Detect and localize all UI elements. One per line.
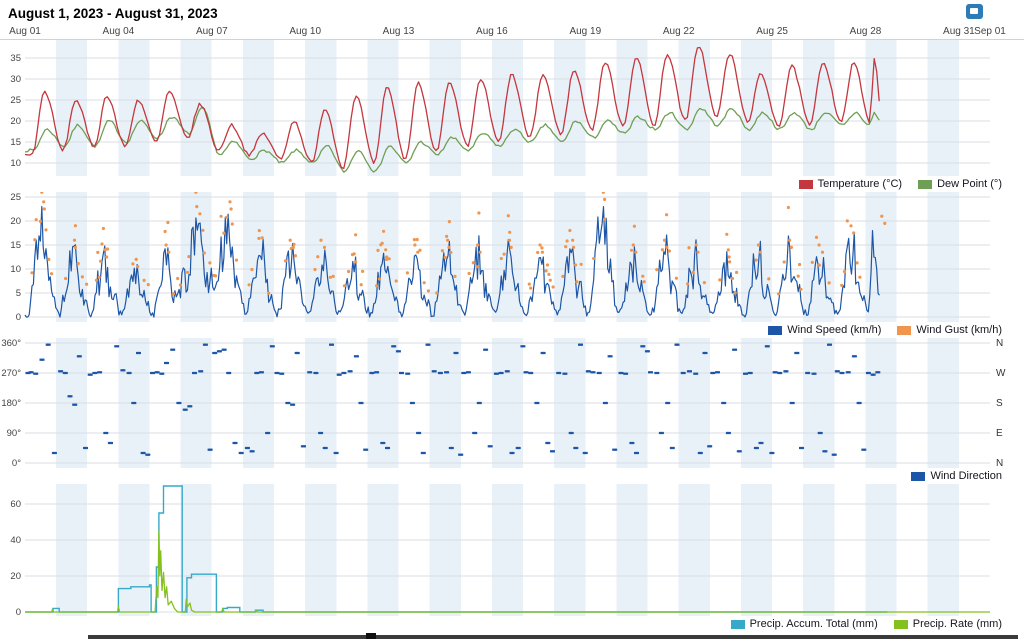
svg-text:180°: 180° bbox=[1, 398, 21, 409]
legend-swatch bbox=[730, 619, 745, 629]
legend-label: Wind Direction bbox=[930, 470, 1002, 482]
svg-text:30: 30 bbox=[10, 74, 21, 85]
legend-swatch bbox=[798, 179, 813, 189]
date-label: Aug 10 bbox=[289, 26, 322, 37]
footer-bar bbox=[88, 635, 1018, 639]
legend-swatch bbox=[768, 325, 783, 335]
legend-label: Temperature (°C) bbox=[817, 178, 903, 190]
legend-item: Wind Gust (km/h) bbox=[897, 324, 1002, 336]
temperature-legend: Temperature (°C) Dew Point (°) bbox=[0, 176, 1024, 192]
date-label: Aug 01 bbox=[9, 26, 41, 37]
svg-text:15: 15 bbox=[10, 137, 21, 148]
legend-swatch bbox=[893, 619, 908, 629]
precip-legend: Precip. Accum. Total (mm) Precip. Rate (m… bbox=[0, 616, 1024, 632]
svg-text:0: 0 bbox=[16, 312, 21, 322]
legend-label: Wind Gust (km/h) bbox=[916, 324, 1002, 336]
legend-label: Wind Speed (km/h) bbox=[787, 324, 882, 336]
svg-text:360°: 360° bbox=[1, 338, 21, 349]
header: August 1, 2023 - August 31, 2023 bbox=[0, 0, 1024, 24]
date-label: Sep 01 bbox=[974, 26, 1006, 37]
legend-item: Temperature (°C) bbox=[798, 178, 903, 190]
svg-text:20: 20 bbox=[10, 216, 21, 227]
svg-text:40: 40 bbox=[10, 535, 21, 546]
legend-label: Dew Point (°) bbox=[937, 178, 1002, 190]
svg-text:60: 60 bbox=[10, 499, 21, 510]
svg-text:10: 10 bbox=[10, 264, 21, 275]
date-label: Aug 22 bbox=[662, 26, 695, 37]
chart-widget-icon[interactable] bbox=[966, 4, 983, 19]
legend-item: Wind Speed (km/h) bbox=[768, 324, 881, 336]
svg-text:20: 20 bbox=[10, 571, 21, 582]
page-title: August 1, 2023 - August 31, 2023 bbox=[8, 6, 218, 21]
date-label: Aug 31 bbox=[943, 26, 975, 37]
precip-chart[interactable]: 60 40 20 0 bbox=[0, 484, 1024, 616]
svg-text:15: 15 bbox=[10, 240, 21, 251]
date-label: Aug 16 bbox=[476, 26, 508, 37]
svg-text:5: 5 bbox=[16, 288, 21, 299]
wind-legend: Wind Speed (km/h) Wind Gust (km/h) bbox=[0, 322, 1024, 338]
svg-text:25: 25 bbox=[10, 95, 21, 106]
svg-text:10: 10 bbox=[10, 158, 21, 169]
legend-item: Precip. Accum. Total (mm) bbox=[730, 618, 878, 630]
footer-square bbox=[366, 633, 376, 639]
svg-text:0°: 0° bbox=[12, 458, 21, 468]
legend-item: Dew Point (°) bbox=[918, 178, 1002, 190]
date-label: Aug 04 bbox=[102, 26, 135, 37]
svg-text:W: W bbox=[996, 368, 1006, 379]
legend-item: Precip. Rate (mm) bbox=[893, 618, 1002, 630]
svg-text:N: N bbox=[996, 338, 1003, 349]
wind-direction-legend: Wind Direction bbox=[0, 468, 1024, 484]
date-label: Aug 07 bbox=[195, 26, 228, 37]
legend-label: Precip. Rate (mm) bbox=[912, 618, 1002, 630]
svg-text:20: 20 bbox=[10, 116, 21, 127]
date-label: Aug 13 bbox=[382, 26, 415, 37]
svg-text:E: E bbox=[996, 428, 1003, 439]
svg-text:S: S bbox=[996, 398, 1003, 409]
date-label: Aug 28 bbox=[849, 26, 882, 37]
legend-label: Precip. Accum. Total (mm) bbox=[749, 618, 878, 630]
legend-swatch bbox=[911, 471, 926, 481]
date-label: Aug 25 bbox=[756, 26, 788, 37]
temperature-chart[interactable]: 35 30 25 20 15 10 bbox=[0, 40, 1024, 176]
svg-text:90°: 90° bbox=[7, 428, 22, 439]
wind-direction-chart[interactable]: 360° 270° 180° 90° 0° N W S E N bbox=[0, 338, 1024, 468]
legend-swatch bbox=[897, 325, 912, 335]
svg-text:25: 25 bbox=[10, 192, 21, 203]
legend-item: Wind Direction bbox=[911, 470, 1002, 482]
svg-text:35: 35 bbox=[10, 53, 21, 64]
svg-text:270°: 270° bbox=[1, 368, 21, 379]
wind-speed-chart[interactable]: 25 20 15 10 5 0 bbox=[0, 192, 1024, 322]
svg-text:0: 0 bbox=[16, 607, 21, 616]
x-axis-labels: Aug 01 Aug 04 Aug 07 Aug 10 Aug 13 Aug 16 Aug … bbox=[0, 24, 1024, 40]
date-label: Aug 19 bbox=[569, 26, 602, 37]
svg-text:N: N bbox=[996, 458, 1003, 468]
legend-swatch bbox=[918, 179, 933, 189]
